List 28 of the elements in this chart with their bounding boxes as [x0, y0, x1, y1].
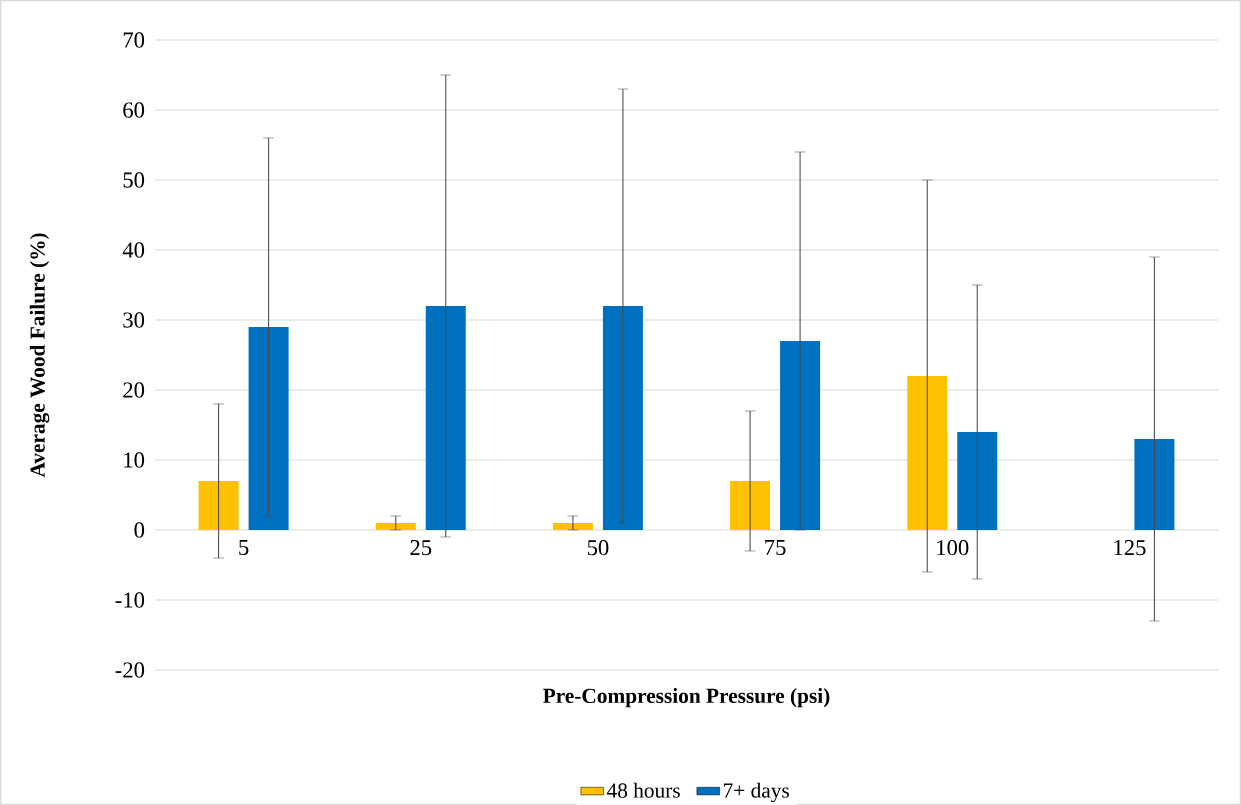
legend-label: 7+ days: [724, 782, 789, 803]
x-tick-label: 25: [410, 540, 432, 556]
bar: [730, 480, 771, 530]
y-axis-title: Average Wood Failure (%): [29, 233, 50, 478]
y-tick-label: 60: [123, 102, 145, 118]
y-tick-label: -10: [115, 592, 145, 608]
y-tick-label: 20: [123, 382, 145, 398]
y-tick-label: 70: [123, 32, 145, 48]
legend-label: 48 hours: [606, 782, 680, 798]
y-tick-label: -20: [115, 662, 145, 678]
bar: [1134, 438, 1175, 530]
x-tick-label: 100: [937, 540, 969, 556]
x-tick-label: 75: [765, 540, 786, 556]
y-tick-label: 40: [122, 242, 145, 258]
bar: [198, 480, 239, 530]
bar: [957, 431, 998, 530]
x-tick-label: 125: [1114, 540, 1146, 556]
y-tick-label: 10: [124, 452, 145, 468]
bar: [907, 375, 948, 530]
y-tick-label: 50: [123, 172, 145, 188]
bar: [552, 522, 593, 530]
x-axis-title: Pre-Compression Pressure (psi): [543, 688, 830, 708]
bar: [375, 522, 416, 530]
bar: [425, 305, 466, 530]
x-tick-label: 5: [239, 540, 249, 556]
y-tick-label: 0: [134, 522, 145, 538]
y-tick-label: 30: [123, 312, 145, 328]
x-tick-label: 50: [587, 540, 609, 556]
